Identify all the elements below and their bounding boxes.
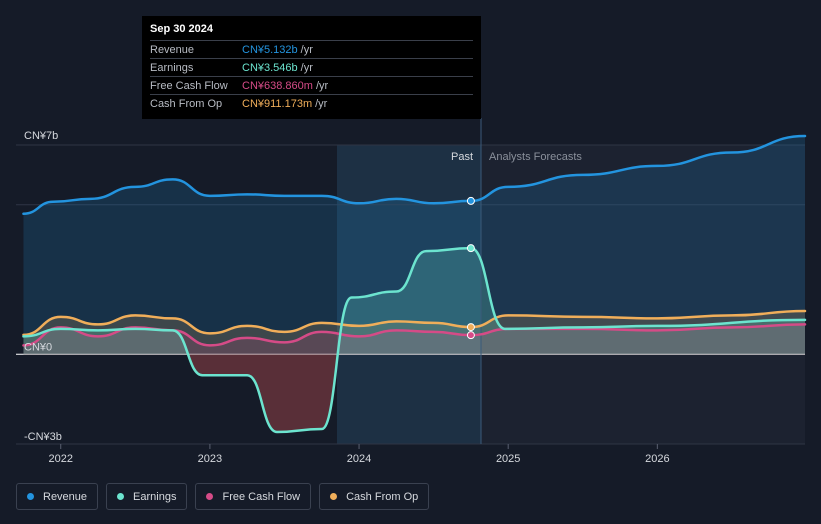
x-tick-label: 2022 (49, 453, 73, 465)
legend-dot-icon (206, 493, 214, 500)
past-highlight-region (337, 145, 481, 444)
past-label: Past (451, 151, 473, 163)
series-area-revenue (23, 136, 806, 355)
marker-free-cash-flow (466, 331, 475, 340)
x-tick-label: 2025 (496, 453, 520, 465)
series-line-earnings (22, 246, 807, 434)
series-areas (23, 136, 806, 433)
y-tick-label: CN¥7b (24, 130, 58, 142)
tooltip-unit: /yr (300, 61, 313, 74)
legend: Revenue Earnings Free Cash Flow Cash Fro… (16, 483, 430, 510)
tooltip-unit: /yr (315, 97, 328, 110)
legend-label: Revenue (43, 490, 88, 503)
legend-item-free-cash-flow[interactable]: Free Cash Flow (195, 483, 312, 510)
legend-item-revenue[interactable]: Revenue (16, 483, 99, 510)
x-tick-label: 2026 (645, 453, 669, 465)
tooltip-row-cash-from-op: Cash From Op CN¥911.173m /yr (150, 94, 473, 112)
tooltip-value: CN¥5.132b (242, 43, 298, 56)
tooltip-value: CN¥911.173m (242, 97, 313, 110)
y-axis-labels: CN¥7b CN¥0 -CN¥3b (24, 130, 62, 443)
series-lines (22, 134, 807, 434)
tooltip-label: Earnings (150, 61, 194, 74)
x-axis-labels: 2022 2023 2024 2025 2026 (49, 444, 670, 465)
tooltip-row-free-cash-flow: Free Cash Flow CN¥638.860m /yr (150, 76, 473, 94)
marker-earnings (466, 244, 475, 253)
tooltip-unit: /yr (315, 79, 329, 92)
forecast-region (481, 145, 805, 444)
tooltip-label: Cash From Op (150, 97, 223, 110)
marker-cash-from-op (466, 323, 475, 332)
legend-item-earnings[interactable]: Earnings (106, 483, 188, 510)
series-line-revenue (22, 134, 807, 216)
tooltip-value: CN¥638.860m (242, 79, 313, 92)
forecast-label: Analysts Forecasts (489, 151, 582, 163)
legend-item-cash-from-op[interactable]: Cash From Op (319, 483, 430, 510)
tooltip-value: CN¥3.546b (242, 61, 298, 74)
tooltip-label: Revenue (150, 43, 195, 56)
tooltip-unit: /yr (300, 43, 313, 56)
x-tick-label: 2024 (347, 453, 371, 465)
series-line-cash-from-op (22, 309, 807, 337)
series-area-earnings (23, 248, 806, 433)
legend-dot-icon (27, 493, 34, 500)
tooltip-row-revenue: Revenue CN¥5.132b /yr (150, 40, 473, 58)
series-markers (466, 196, 475, 340)
legend-dot-icon (117, 493, 125, 500)
legend-label: Cash From Op (346, 490, 419, 503)
y-tick-label: -CN¥3b (24, 431, 62, 443)
series-area-free-cash-flow (23, 324, 806, 355)
y-tick-label: CN¥0 (24, 341, 52, 353)
tooltip-date: Sep 30 2024 (150, 23, 213, 35)
tooltip: Sep 30 2024 Revenue CN¥5.132b /yr Earnin… (142, 16, 481, 119)
series-line-free-cash-flow (22, 323, 807, 347)
legend-label: Earnings (133, 490, 177, 503)
marker-revenue (466, 196, 475, 205)
legend-dot-icon (330, 493, 338, 500)
tooltip-label: Free Cash Flow (150, 79, 228, 92)
tooltip-row-earnings: Earnings CN¥3.546b /yr (150, 58, 473, 76)
earnings-negative-area (23, 354, 805, 433)
legend-label: Free Cash Flow (222, 490, 301, 503)
x-tick-label: 2023 (198, 453, 222, 465)
